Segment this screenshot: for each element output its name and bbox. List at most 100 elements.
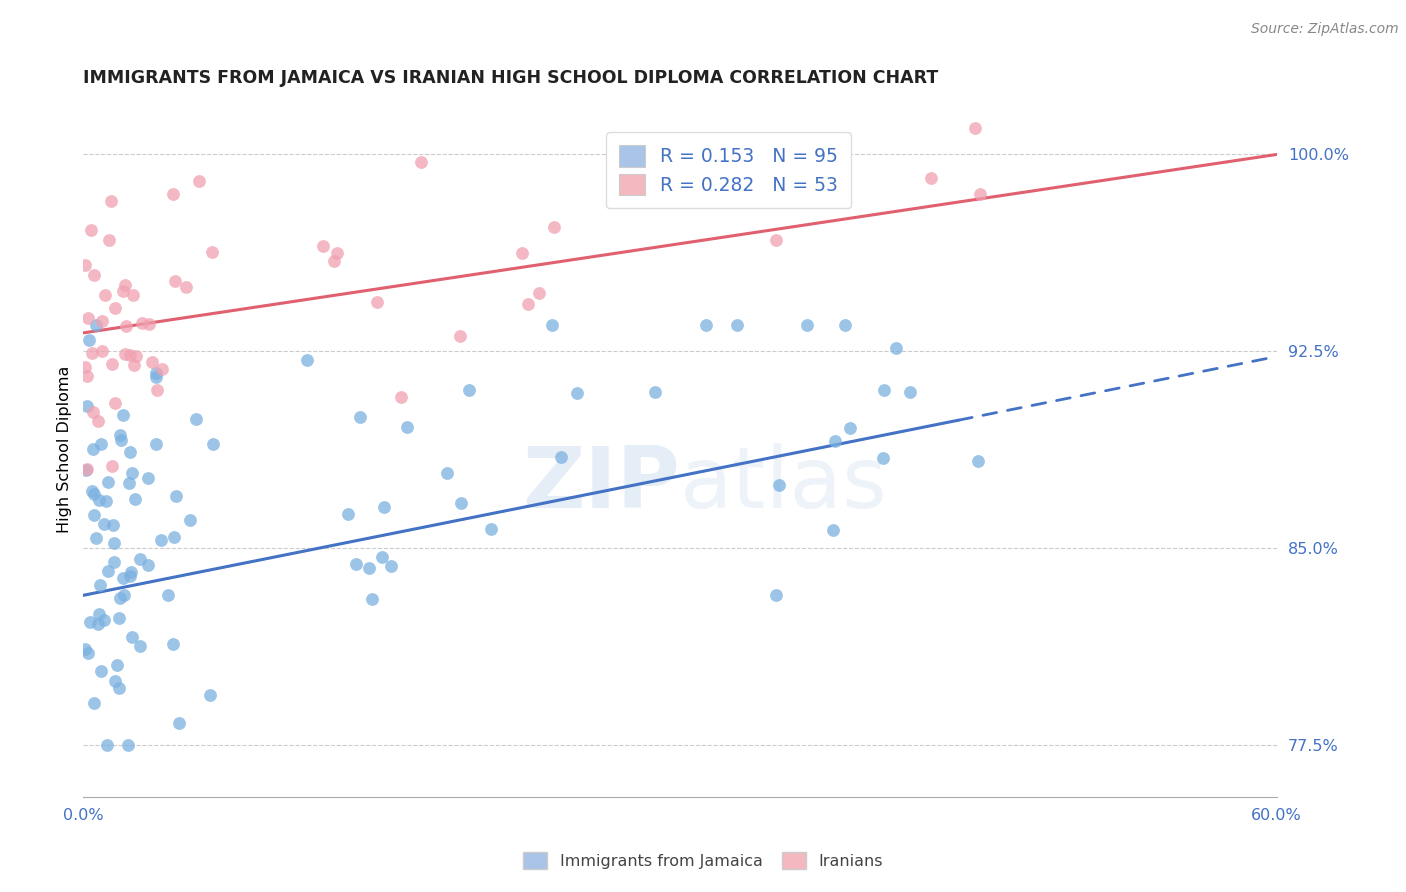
Point [83,487,105,501]
Point [141,354,163,368]
Point [84,532,107,546]
Point [76,369,98,384]
Point [823,523,845,537]
Point [198,688,221,702]
Point [103,536,125,550]
Point [120,445,142,459]
Point [118,476,141,491]
Point [824,434,846,449]
Point [644,384,666,399]
Point [527,286,550,301]
Point [450,496,472,510]
Point [108,428,131,442]
Point [349,409,371,424]
Point [131,316,153,330]
Point [129,640,152,654]
Point [82,442,104,457]
Point [145,366,167,380]
Point [75,642,97,657]
Point [93,517,115,532]
Text: ZIP: ZIP [522,443,681,526]
Point [311,238,333,252]
Point [97,233,120,247]
Point [105,657,128,672]
Point [87,492,110,507]
Point [165,274,187,288]
Point [79,615,101,629]
Point [79,333,101,347]
Legend: R = 0.153   N = 95, R = 0.282   N = 53: R = 0.153 N = 95, R = 0.282 N = 53 [606,132,851,209]
Point [104,673,127,688]
Point [202,436,225,450]
Point [124,491,146,506]
Point [80,483,103,498]
Point [84,318,107,332]
Point [357,560,380,574]
Point [336,507,359,521]
Point [765,233,787,247]
Point [97,564,120,578]
Point [150,533,173,548]
Point [75,360,97,375]
Point [838,420,860,434]
Point [125,349,148,363]
Point [145,436,167,450]
Point [117,738,139,752]
Point [90,343,112,358]
Point [765,589,787,603]
Point [101,517,124,532]
Point [411,155,433,169]
Point [322,254,344,268]
Point [145,383,167,397]
Point [115,318,138,333]
Point [112,571,135,585]
Point [167,716,190,731]
Point [83,268,105,283]
Point [90,665,112,679]
Point [174,280,197,294]
Point [872,450,894,465]
Point [122,288,145,302]
Point [120,565,142,579]
Point [510,245,533,260]
Point [90,314,112,328]
Point [449,328,471,343]
Point [103,556,125,570]
Point [94,287,117,301]
Point [371,549,394,564]
Point [104,396,127,410]
Point [96,738,118,752]
Point [90,437,112,451]
Point [110,591,132,606]
Point [184,412,207,426]
Point [373,500,395,514]
Point [543,219,565,234]
Point [76,311,98,326]
Point [872,383,894,397]
Text: atlas: atlas [681,443,889,526]
Point [104,301,127,315]
Point [695,318,717,332]
Text: IMMIGRANTS FROM JAMAICA VS IRANIAN HIGH SCHOOL DIPLOMA CORRELATION CHART: IMMIGRANTS FROM JAMAICA VS IRANIAN HIGH … [83,69,939,87]
Point [118,348,141,362]
Point [76,399,98,413]
Point [768,478,790,492]
Point [188,174,211,188]
Point [112,408,135,422]
Text: Source: ZipAtlas.com: Source: ZipAtlas.com [1251,22,1399,37]
Point [567,385,589,400]
Point [834,318,856,332]
Y-axis label: High School Diploma: High School Diploma [58,366,72,533]
Point [89,578,111,592]
Point [969,186,991,201]
Point [129,552,152,566]
Legend: Immigrants from Jamaica, Iranians: Immigrants from Jamaica, Iranians [516,846,890,875]
Point [967,453,990,467]
Point [150,362,173,376]
Point [145,370,167,384]
Point [80,345,103,359]
Point [77,646,100,660]
Point [93,613,115,627]
Point [114,277,136,292]
Point [83,508,105,522]
